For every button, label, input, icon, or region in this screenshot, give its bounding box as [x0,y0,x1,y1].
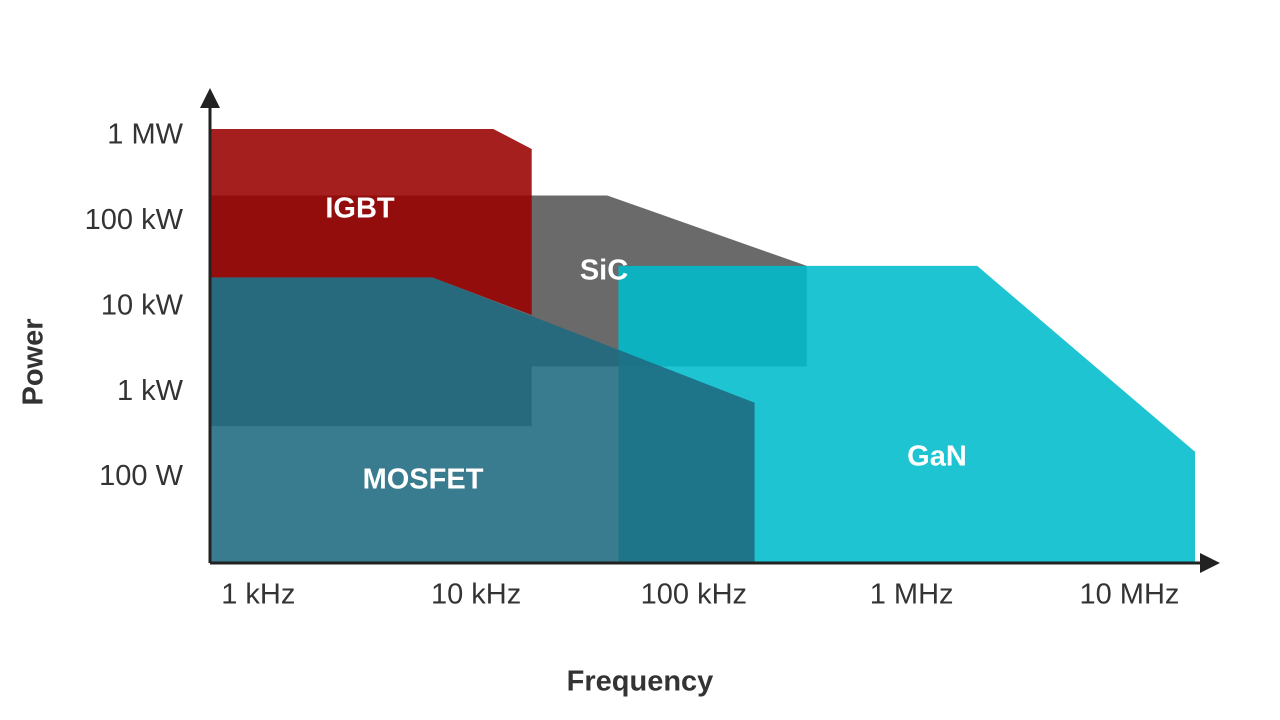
y-tick-label: 100 W [99,460,183,492]
region-area [210,277,755,563]
region-label: IGBT [325,193,395,225]
y-tick-label: 100 kW [85,204,184,236]
y-tick-label: 1 kW [117,375,184,407]
region-area [210,129,532,315]
x-tick-label: 1 kHz [221,579,295,611]
region-label: SiC [580,255,628,287]
y-axis-arrow [200,88,220,108]
x-axis-title: Frequency [567,666,714,698]
y-tick-label: 1 MW [107,118,183,150]
region-label: MOSFET [363,464,484,496]
x-tick-label: 100 kHz [641,579,747,611]
axes [200,88,1220,573]
x-tick-label: 1 MHz [870,579,954,611]
region-label: GaN [907,441,967,473]
regions [210,129,1195,563]
region-area [618,265,1195,563]
y-tick-label: 10 kW [101,289,184,321]
x-axis-arrow [1200,553,1220,573]
y-axis-title: Power [18,318,50,405]
x-tick-label: 10 kHz [431,579,521,611]
x-tick-label: 10 MHz [1079,579,1179,611]
